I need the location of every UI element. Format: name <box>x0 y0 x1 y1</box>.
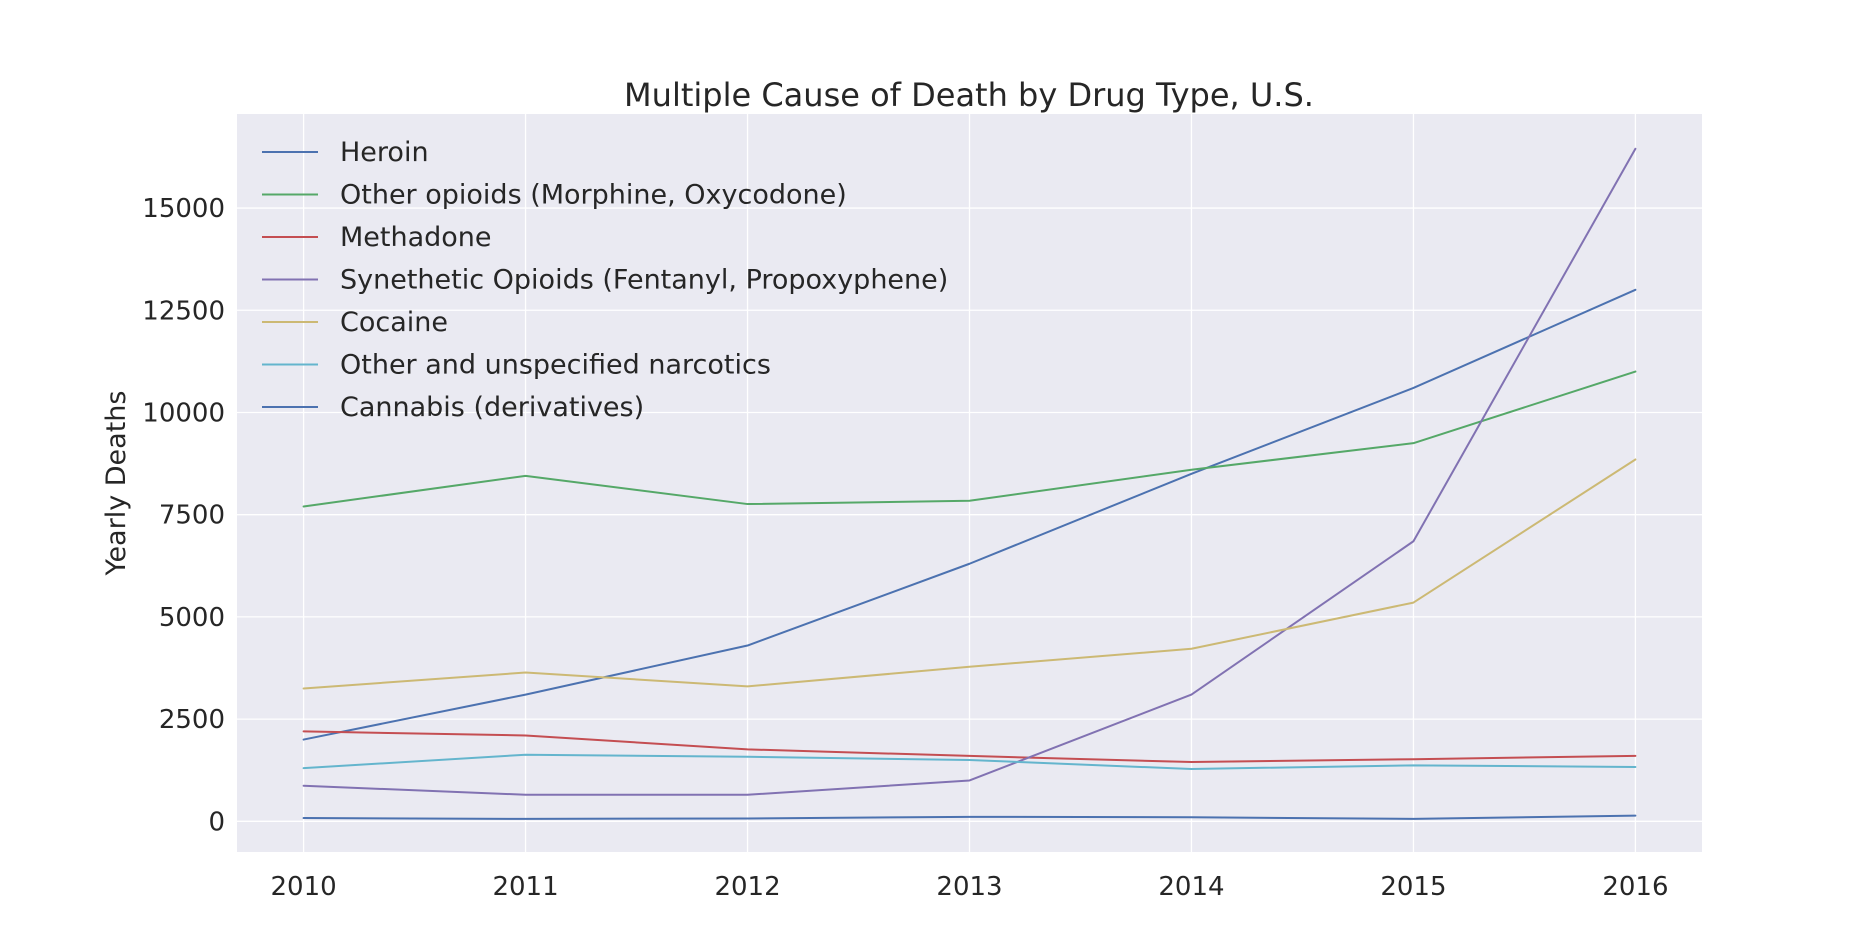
legend-label: Other and unspecified narcotics <box>340 350 771 381</box>
y-axis-ticks: 0 2500 5000 7500 10000 12500 15000 <box>142 194 225 837</box>
legend-label: Cannabis (derivatives) <box>340 392 644 423</box>
x-tick-label: 2014 <box>1158 872 1224 902</box>
legend-label: Methadone <box>340 222 492 253</box>
series-line-1 <box>302 288 1637 741</box>
x-tick-label: 2015 <box>1380 872 1446 902</box>
series-line-3 <box>302 730 1637 764</box>
x-tick-label: 2013 <box>936 872 1002 902</box>
series-line-2 <box>302 370 1637 508</box>
legend-label: Synethetic Opioids (Fentanyl, Propoxyphe… <box>340 265 948 296</box>
y-tick-label: 7500 <box>159 501 225 531</box>
legend-label: Other opioids (Morphine, Oxycodone) <box>340 180 847 211</box>
y-tick-label: 2500 <box>159 705 225 735</box>
series-line-4 <box>302 147 1637 796</box>
grid-lines <box>237 114 1702 852</box>
x-tick-label: 2016 <box>1602 872 1668 902</box>
series-line-6 <box>302 753 1637 770</box>
y-axis-label: Yearly Deaths <box>101 391 132 577</box>
y-tick-label: 0 <box>208 807 225 837</box>
legend-label: Heroin <box>340 137 429 168</box>
x-tick-label: 2010 <box>271 872 337 902</box>
y-tick-label: 5000 <box>159 603 225 633</box>
x-axis-ticks: 2010 2011 2012 2013 2014 2015 2016 <box>271 872 1669 902</box>
legend: Heroin Other opioids (Morphine, Oxycodone… <box>262 137 948 423</box>
y-tick-label: 15000 <box>142 194 225 224</box>
series-line-5 <box>302 458 1637 690</box>
x-tick-label: 2012 <box>714 872 780 902</box>
chart-title: Multiple Cause of Death by Drug Type, U.… <box>624 76 1314 114</box>
y-tick-label: 12500 <box>142 296 225 326</box>
x-tick-label: 2011 <box>492 872 558 902</box>
y-tick-label: 10000 <box>142 398 225 428</box>
series-lines <box>302 147 1637 820</box>
series-line-7 <box>302 814 1637 820</box>
legend-label: Cocaine <box>340 307 448 338</box>
